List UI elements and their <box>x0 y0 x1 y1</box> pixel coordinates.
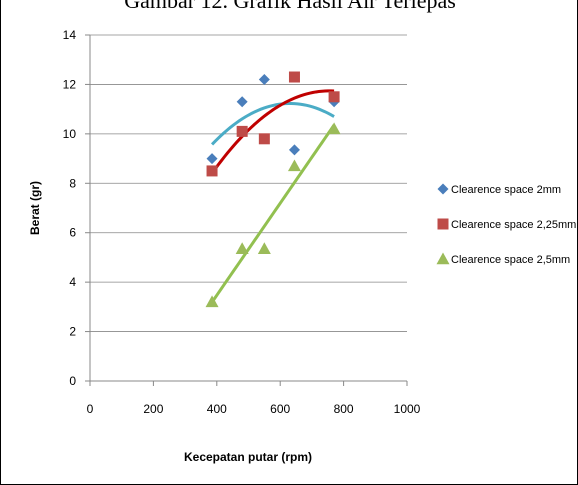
x-tick-label: 0 <box>87 402 94 416</box>
legend-label: Clearence space 2mm <box>451 184 561 196</box>
legend-marker-square <box>437 218 449 230</box>
data-point-square <box>258 133 270 145</box>
data-point-diamond <box>258 73 270 85</box>
x-axis-title: Kecepatan putar (rpm) <box>184 450 312 464</box>
data-point-triangle <box>287 159 301 172</box>
legend-label: Clearence space 2,25mm <box>451 219 576 231</box>
y-tick-label: 4 <box>69 275 76 289</box>
data-point-diamond <box>206 153 218 165</box>
data-point-square <box>236 125 248 137</box>
x-tick-label: 600 <box>270 402 290 416</box>
data-point-diamond <box>288 144 300 156</box>
data-point-triangle <box>235 242 249 254</box>
data-point-triangle <box>205 295 219 308</box>
y-tick-label: 6 <box>69 226 76 240</box>
trendline-3 <box>210 124 336 304</box>
y-tick-label: 14 <box>63 28 77 42</box>
y-tick-label: 10 <box>63 127 77 141</box>
data-point-diamond <box>236 96 248 108</box>
y-tick-label: 2 <box>69 325 76 339</box>
y-tick-label: 8 <box>69 176 76 190</box>
legend-marker-diamond <box>437 183 449 195</box>
x-tick-label: 800 <box>334 402 354 416</box>
figure-caption: Gambar 12. Grafik Hasil Air Terlepas <box>124 0 456 13</box>
x-tick-label: 400 <box>207 402 227 416</box>
data-point-square <box>288 71 300 83</box>
y-tick-label: 0 <box>69 374 76 388</box>
x-tick-label: 1000 <box>394 402 421 416</box>
trendline-2 <box>210 89 335 175</box>
trendline-1 <box>210 101 335 146</box>
data-point-square <box>206 165 218 177</box>
legend-label: Clearence space 2,5mm <box>451 254 570 266</box>
y-tick-label: 12 <box>63 77 77 91</box>
data-point-triangle <box>327 122 341 135</box>
y-axis-title: Berat (gr) <box>28 181 42 235</box>
data-point-triangle <box>257 242 271 254</box>
data-point-square <box>328 91 340 103</box>
legend-marker-triangle <box>436 252 450 265</box>
x-tick-label: 200 <box>143 402 163 416</box>
